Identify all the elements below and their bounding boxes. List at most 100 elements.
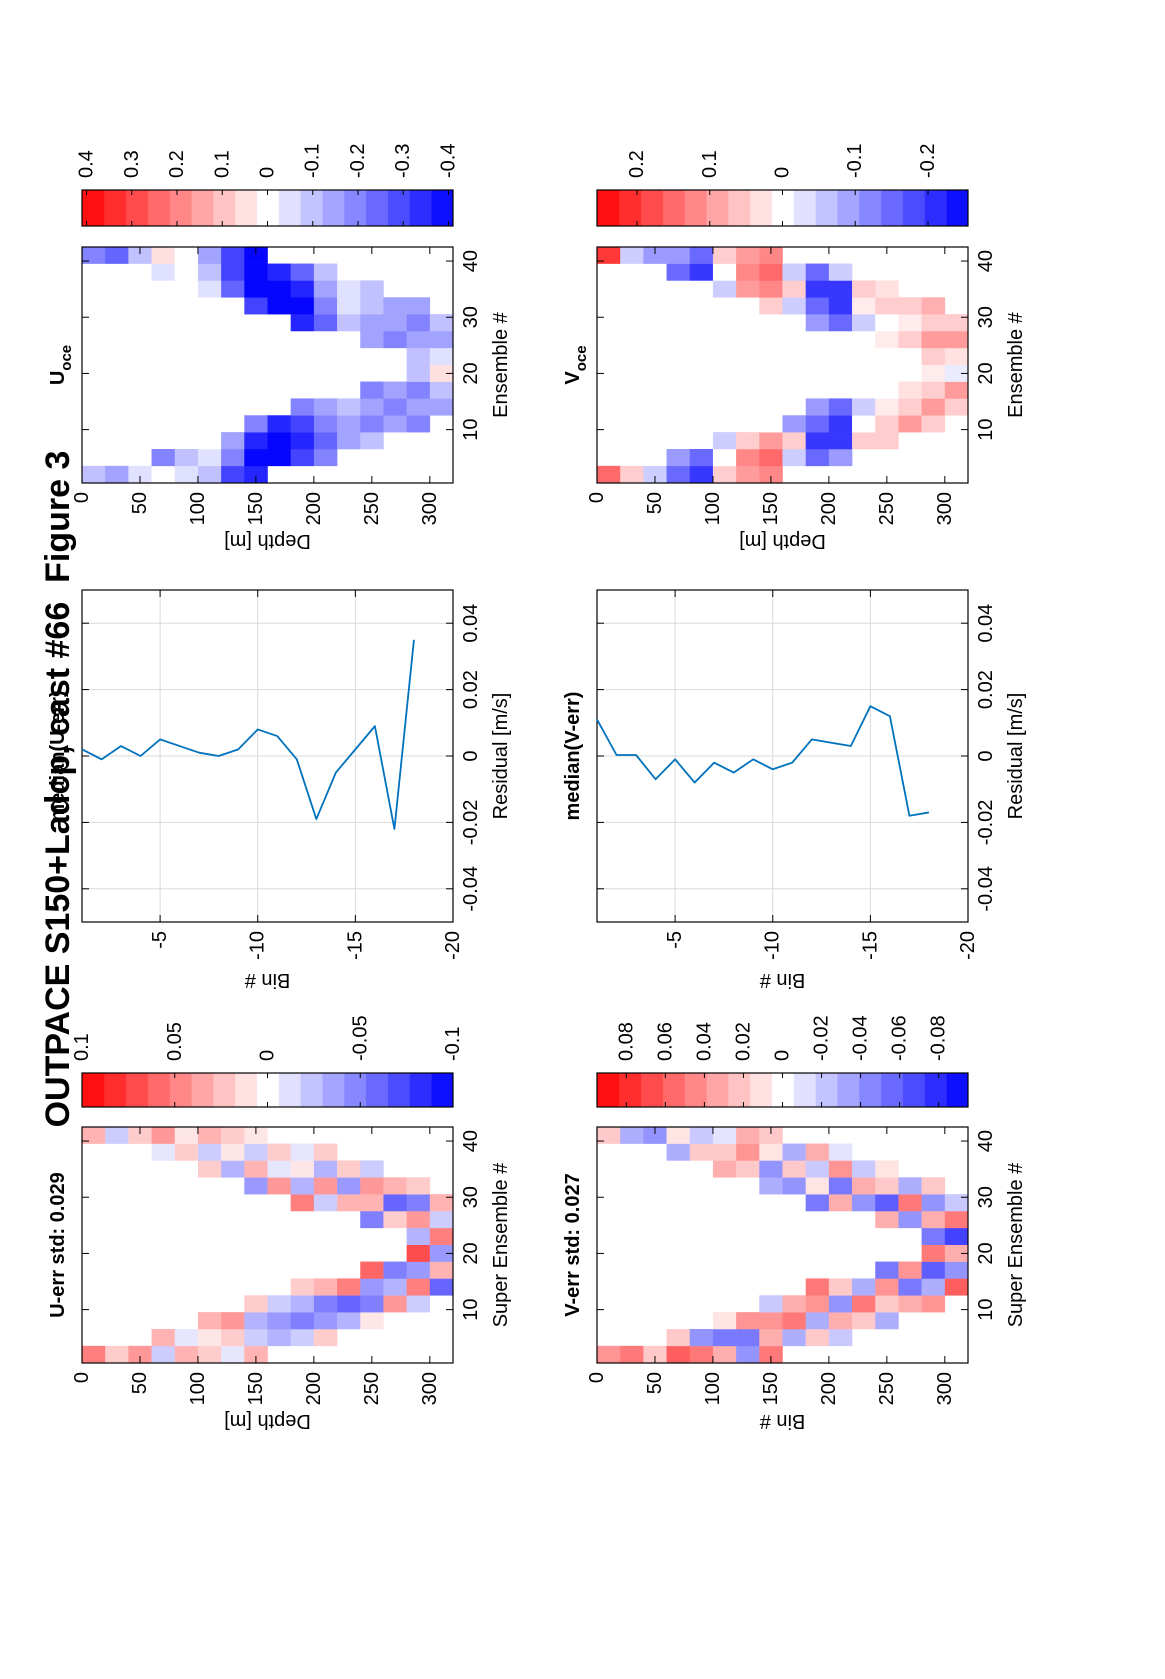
plot-frame: [596, 246, 969, 484]
y-tick-label: 150: [760, 1372, 782, 1405]
heat-cell: [759, 1345, 783, 1363]
heat-cell: [360, 1160, 384, 1178]
colorbar-label: -0.05: [349, 1015, 371, 1061]
x-tick-label: 20: [460, 362, 482, 384]
x-axis-label: Super Ensemble #: [490, 1162, 512, 1327]
colorbar-label: 0.08: [615, 1022, 637, 1061]
colorbar-step: [706, 190, 729, 226]
heat-cell: [944, 381, 969, 399]
colorbar-step: [234, 1073, 257, 1107]
heat-cell: [290, 1143, 315, 1161]
heat-cell: [290, 448, 315, 467]
heat-cell: [221, 280, 245, 298]
heat-cell: [221, 1312, 245, 1330]
colorbar-step: [727, 1073, 751, 1107]
heat-cell: [313, 1278, 338, 1296]
heat-cell: [267, 1295, 291, 1313]
x-tick-label: 0: [975, 750, 997, 761]
y-tick-label: 250: [361, 1372, 383, 1405]
heat-cell: [759, 465, 783, 483]
heat-cell: [197, 432, 222, 450]
heat-cell: [921, 314, 946, 332]
heat-cell: [736, 448, 760, 467]
heat-cell: [360, 415, 384, 433]
x-axis-label: Ensemble #: [1005, 311, 1027, 417]
heat-cell: [360, 1261, 384, 1279]
heat-cell: [736, 1312, 760, 1330]
heat-cell: [759, 297, 783, 315]
heat-cell: [828, 1295, 853, 1313]
heat-cell: [313, 432, 338, 450]
x-axis-label: Residual [m/s]: [490, 693, 512, 820]
heat-cell: [406, 1244, 431, 1262]
heat-cell: [828, 432, 853, 450]
colorbar-label: 0.02: [732, 1022, 754, 1061]
heat-cell: [244, 448, 268, 467]
x-tick-label: 10: [975, 418, 997, 440]
heat-cell: [643, 465, 667, 483]
heat-cell: [782, 432, 806, 450]
heat-cell: [290, 398, 315, 416]
x-tick-label: -0.04: [460, 866, 482, 912]
heat-cell: [290, 1160, 315, 1178]
heat-cell: [429, 1194, 454, 1212]
heat-cell: [151, 1126, 176, 1144]
heat-cell: [429, 330, 454, 349]
heat-cell: [852, 1312, 876, 1330]
colorbar-step: [169, 1073, 192, 1107]
heat-cell: [244, 1295, 268, 1313]
heat-cell: [666, 246, 691, 264]
heat-cell: [221, 1160, 245, 1178]
panel-title-sub: oce: [58, 345, 75, 371]
heat-cell: [759, 263, 783, 281]
y-tick-label: 300: [419, 1372, 441, 1405]
y-tick-label: 250: [876, 492, 898, 525]
colorbar-step: [256, 1073, 279, 1107]
heat-cell: [313, 263, 338, 281]
colorbar-step: [387, 1073, 410, 1107]
heat-cell: [828, 1143, 853, 1161]
heat-cell: [689, 1345, 714, 1363]
heat-cell: [805, 448, 830, 467]
y-tick-label: 300: [934, 1372, 956, 1405]
heat-cell: [643, 1126, 667, 1144]
colorbar-step: [343, 1073, 367, 1107]
heat-cell: [151, 465, 176, 483]
heat-cell: [221, 432, 245, 450]
heat-cell: [197, 1126, 222, 1144]
colorbar-label: 0.1: [211, 150, 233, 178]
colorbar-step: [640, 190, 663, 226]
heat-cell: [828, 398, 853, 416]
x-tick-label: 30: [460, 306, 482, 328]
panel-title-text: U-err std: 0.029: [47, 1172, 69, 1318]
heat-cell: [406, 1210, 431, 1229]
heat-cell: [689, 465, 714, 483]
heat-cell: [290, 1295, 315, 1313]
heat-cell: [244, 1345, 268, 1363]
heat-cell: [736, 1126, 760, 1144]
heat-cell: [174, 1328, 199, 1347]
plot-frame: [596, 589, 969, 923]
heat-cell: [197, 1345, 222, 1363]
heat-cell: [290, 1177, 315, 1195]
heat-cell: [944, 330, 969, 349]
heat-cell: [244, 1312, 268, 1330]
y-tick-label: -15: [344, 931, 366, 960]
heat-cell: [383, 381, 407, 399]
heat-cell: [666, 465, 691, 483]
heat-cell: [221, 1143, 245, 1161]
heat-cell: [313, 1143, 338, 1161]
heat-cell: [782, 415, 806, 433]
plot-frame: [81, 246, 454, 484]
heat-cell: [666, 448, 691, 467]
heat-cell: [337, 1177, 361, 1195]
x-tick-label: 0.02: [460, 670, 482, 709]
heat-cell: [805, 263, 830, 281]
colorbar-step: [597, 190, 620, 226]
colorbar-label: -0.4: [437, 144, 459, 178]
heat-cell: [875, 381, 899, 399]
heat-cell: [105, 1126, 129, 1144]
heat-cell: [267, 280, 291, 298]
heat-cell: [805, 297, 830, 315]
heat-cell: [944, 1210, 969, 1229]
